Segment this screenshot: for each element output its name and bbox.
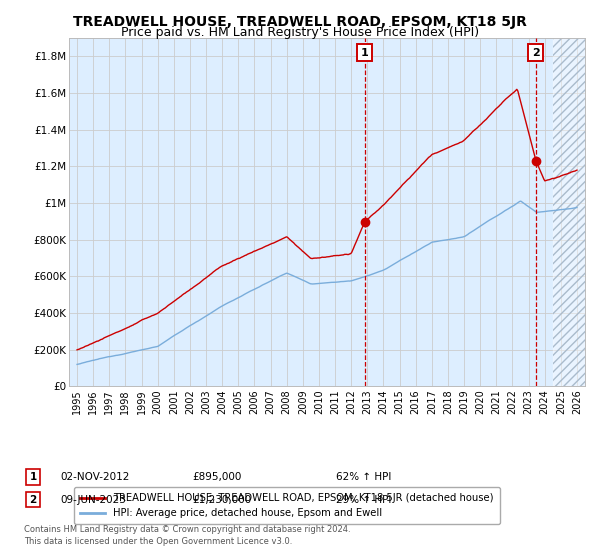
Text: Contains HM Land Registry data © Crown copyright and database right 2024.: Contains HM Land Registry data © Crown c… [24,525,350,534]
Text: 1: 1 [29,472,37,482]
Text: 09-JUN-2023: 09-JUN-2023 [60,494,126,505]
Text: £1,230,000: £1,230,000 [192,494,251,505]
Legend: TREADWELL HOUSE, TREADWELL ROAD, EPSOM, KT18 5JR (detached house), HPI: Average : TREADWELL HOUSE, TREADWELL ROAD, EPSOM, … [74,487,499,524]
Text: 62% ↑ HPI: 62% ↑ HPI [336,472,391,482]
Text: This data is licensed under the Open Government Licence v3.0.: This data is licensed under the Open Gov… [24,537,292,546]
Text: Price paid vs. HM Land Registry's House Price Index (HPI): Price paid vs. HM Land Registry's House … [121,26,479,39]
Bar [553,38,585,386]
Text: 29% ↑ HPI: 29% ↑ HPI [336,494,391,505]
Text: 1: 1 [361,48,368,58]
Text: 02-NOV-2012: 02-NOV-2012 [60,472,130,482]
Text: 2: 2 [29,494,37,505]
Text: 2: 2 [532,48,539,58]
Text: TREADWELL HOUSE, TREADWELL ROAD, EPSOM, KT18 5JR: TREADWELL HOUSE, TREADWELL ROAD, EPSOM, … [73,15,527,29]
Text: £895,000: £895,000 [192,472,241,482]
Bar [553,38,585,386]
